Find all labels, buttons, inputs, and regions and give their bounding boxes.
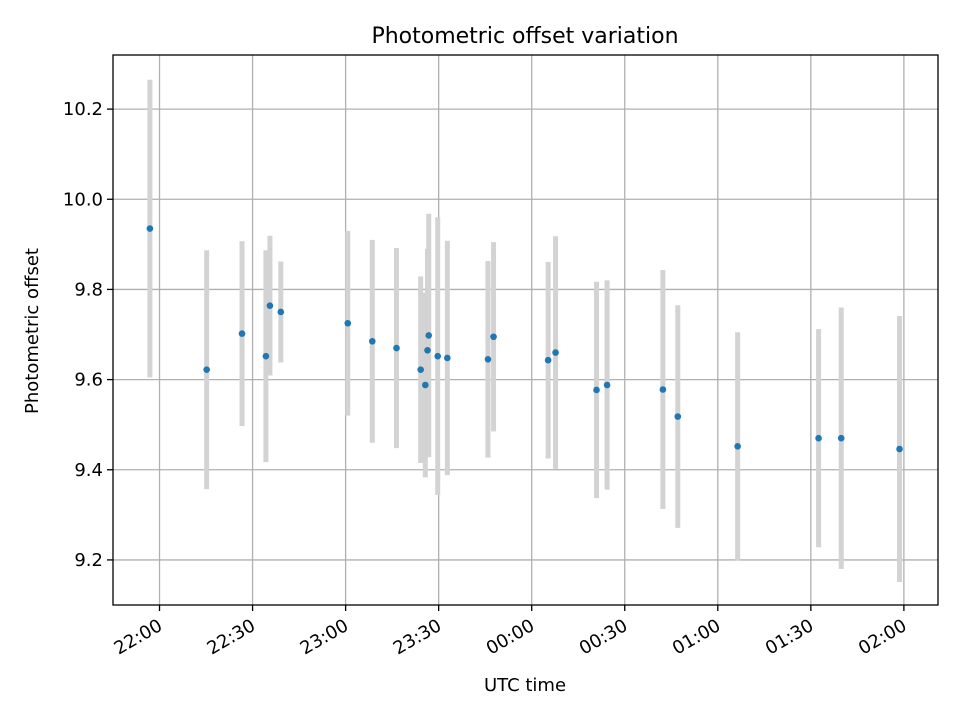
y-tick-label: 9.4 — [74, 460, 103, 481]
y-tick-label: 10.0 — [63, 189, 103, 210]
data-point — [593, 386, 600, 394]
data-point — [659, 386, 667, 393]
data-point — [434, 352, 442, 360]
y-axis-ticks: 9.2 9.4 9.6 9.8 10.0 10.2 — [63, 99, 113, 571]
data-point — [815, 434, 822, 442]
y-tick-label: 9.2 — [74, 550, 103, 571]
data-point — [344, 319, 352, 327]
data-point — [262, 352, 270, 360]
data-point — [674, 413, 682, 420]
data-point — [544, 356, 552, 364]
data-point — [203, 366, 210, 373]
data-points — [146, 225, 903, 453]
data-point — [490, 333, 497, 341]
data-point — [368, 337, 376, 345]
data-point — [424, 346, 431, 354]
data-point — [896, 445, 903, 453]
y-tick-label: 10.2 — [63, 99, 103, 120]
data-point — [422, 381, 429, 389]
data-point — [238, 330, 246, 337]
data-point — [146, 225, 154, 232]
data-point — [266, 302, 274, 309]
data-point — [837, 434, 845, 442]
chart-title: Photometric offset variation — [371, 24, 678, 49]
grid-lines — [113, 55, 938, 605]
data-point — [277, 308, 285, 316]
data-point — [425, 332, 433, 339]
y-tick-label: 9.8 — [74, 279, 103, 300]
x-axis-title: UTC time — [484, 675, 566, 696]
data-point — [484, 356, 492, 363]
y-axis-title: Photometric offset — [22, 248, 43, 414]
plot-frame — [112, 54, 939, 606]
data-point — [393, 344, 400, 352]
data-point — [603, 381, 611, 389]
data-point — [734, 443, 741, 450]
data-point — [444, 354, 451, 362]
data-point — [417, 366, 424, 373]
y-tick-label: 9.6 — [74, 370, 103, 391]
data-point — [552, 349, 559, 356]
